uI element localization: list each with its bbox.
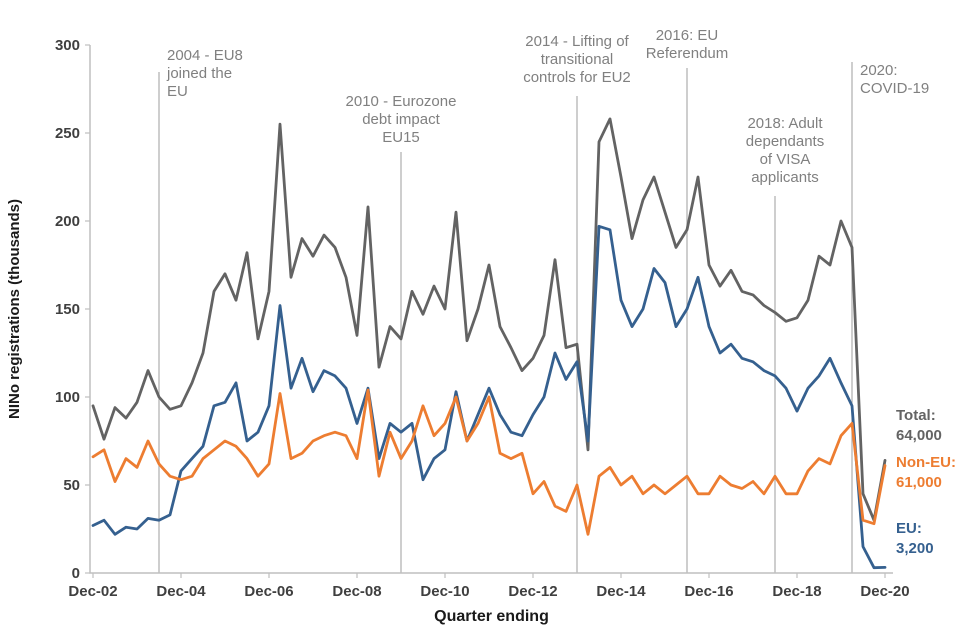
x-axis-title: Quarter ending xyxy=(434,608,549,625)
annotation-text-2018-visa-dependants: 2018: Adult dependants of VISA applicants xyxy=(746,115,824,186)
y-tick-label: 150 xyxy=(55,301,80,318)
series-line-total xyxy=(91,117,887,522)
annotation-text-2010-eurozone: 2010 - Eurozone debt impact EU15 xyxy=(346,93,457,146)
x-tick-label: Dec-14 xyxy=(596,583,646,600)
annotation-text-2016-eu-referendum: 2016: EU Referendum xyxy=(646,27,729,62)
x-tick-label: Dec-20 xyxy=(860,583,909,600)
x-tick-label: Dec-16 xyxy=(684,583,733,600)
x-tick-label: Dec-04 xyxy=(156,583,206,600)
annotation-text-2020-covid19: 2020: COVID-19 xyxy=(860,62,929,97)
y-tick-label: 250 xyxy=(55,125,80,142)
x-tick-label: Dec-18 xyxy=(772,583,821,600)
series-line-eu xyxy=(91,224,887,570)
y-axis-title: NINo registrations (thousands) xyxy=(6,199,23,420)
annotation-text-2014-eu2-controls: 2014 - Lifting of transitional controls fo… xyxy=(523,33,631,86)
x-tick-label: Dec-08 xyxy=(332,583,381,600)
y-tick-label: 200 xyxy=(55,213,80,230)
y-tick-label: 0 xyxy=(72,565,80,582)
end-label-non-eu: Non-EU: 61,000 xyxy=(896,454,956,491)
end-label-total: Total: 64,000 xyxy=(896,407,942,444)
x-tick-label: Dec-02 xyxy=(68,583,117,600)
x-tick-label: Dec-06 xyxy=(244,583,293,600)
x-tick-label: Dec-10 xyxy=(420,583,469,600)
y-tick-label: 50 xyxy=(63,477,80,494)
y-tick-label: 100 xyxy=(55,389,80,406)
x-tick-label: Dec-12 xyxy=(508,583,557,600)
end-label-eu: EU: 3,200 xyxy=(896,520,934,557)
y-tick-label: 300 xyxy=(55,37,80,54)
series-line-non-eu xyxy=(91,388,887,536)
annotation-text-2004-eu8: 2004 - EU8 joined the EU xyxy=(166,47,243,100)
